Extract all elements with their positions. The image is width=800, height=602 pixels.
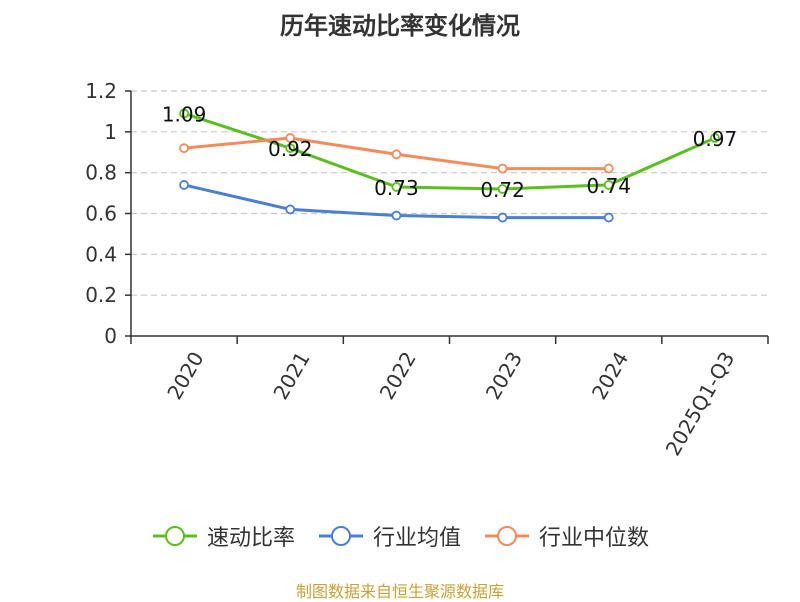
y-tick-label: 0 — [104, 324, 117, 348]
legend-swatch — [485, 526, 529, 546]
data-point — [497, 163, 508, 174]
legend-swatch — [152, 526, 197, 546]
source-note: 制图数据来自恒生聚源数据库 — [295, 582, 504, 601]
series-lines — [179, 108, 720, 223]
data-point — [497, 184, 508, 194]
chart-title: 历年速动比率变化情况 — [280, 12, 520, 40]
axes: 0 0.2 0.4 0.6 0.8 1 1.2 2020 2021 2022 2023 2024 202… — [85, 79, 769, 460]
data-point — [391, 149, 402, 160]
data-point — [710, 133, 720, 143]
data-point — [285, 204, 296, 215]
y-tick-label: 0.8 — [85, 161, 117, 185]
x-tick-label: 2022 — [375, 348, 421, 404]
y-tick-label: 1.2 — [85, 79, 117, 103]
data-point — [391, 182, 402, 192]
y-tick-label: 0.2 — [85, 283, 117, 307]
x-tick-label: 2025Q1-Q3 — [661, 348, 740, 460]
data-point — [179, 108, 189, 119]
data-label: 0.92 — [268, 137, 313, 161]
data-label: 0.74 — [586, 174, 631, 198]
x-tick-label: 2024 — [587, 348, 633, 404]
data-point — [179, 180, 189, 190]
data-point — [179, 143, 189, 154]
y-tick-label: 0.4 — [85, 242, 117, 266]
y-tick-label: 0.6 — [85, 202, 117, 226]
x-tick-label: 2021 — [268, 348, 314, 404]
data-label: 0.73 — [374, 176, 419, 200]
data-point — [497, 212, 508, 223]
data-label: 1.09 — [162, 102, 207, 126]
data-point — [603, 212, 614, 223]
series-line-0 — [183, 112, 716, 191]
x-tick-label: 2020 — [162, 348, 208, 404]
legend-item[interactable]: 速动比率 — [151, 520, 295, 552]
data-point — [603, 163, 614, 174]
y-tick-label: 1 — [104, 120, 117, 144]
data-point — [391, 210, 402, 221]
legend: 速动比率 行业均值 行业中位数 — [0, 520, 800, 552]
legend-item[interactable]: 行业中位数 — [483, 520, 649, 552]
data-point — [285, 133, 296, 143]
legend-label: 行业中位数 — [539, 526, 650, 551]
legend-item[interactable]: 行业均值 — [317, 520, 461, 552]
legend-label: 行业均值 — [372, 526, 461, 551]
data-label: 0.97 — [693, 127, 738, 151]
data-label: 0.72 — [480, 178, 525, 202]
data-point — [603, 180, 614, 190]
legend-label: 速动比率 — [206, 526, 295, 551]
data-labels: 1.09 0.92 0.73 0.72 0.74 0.97 — [162, 102, 737, 202]
x-tick-label: 2023 — [481, 348, 527, 404]
data-point — [285, 143, 296, 154]
legend-swatch — [318, 526, 363, 546]
grid-lines — [131, 90, 768, 296]
